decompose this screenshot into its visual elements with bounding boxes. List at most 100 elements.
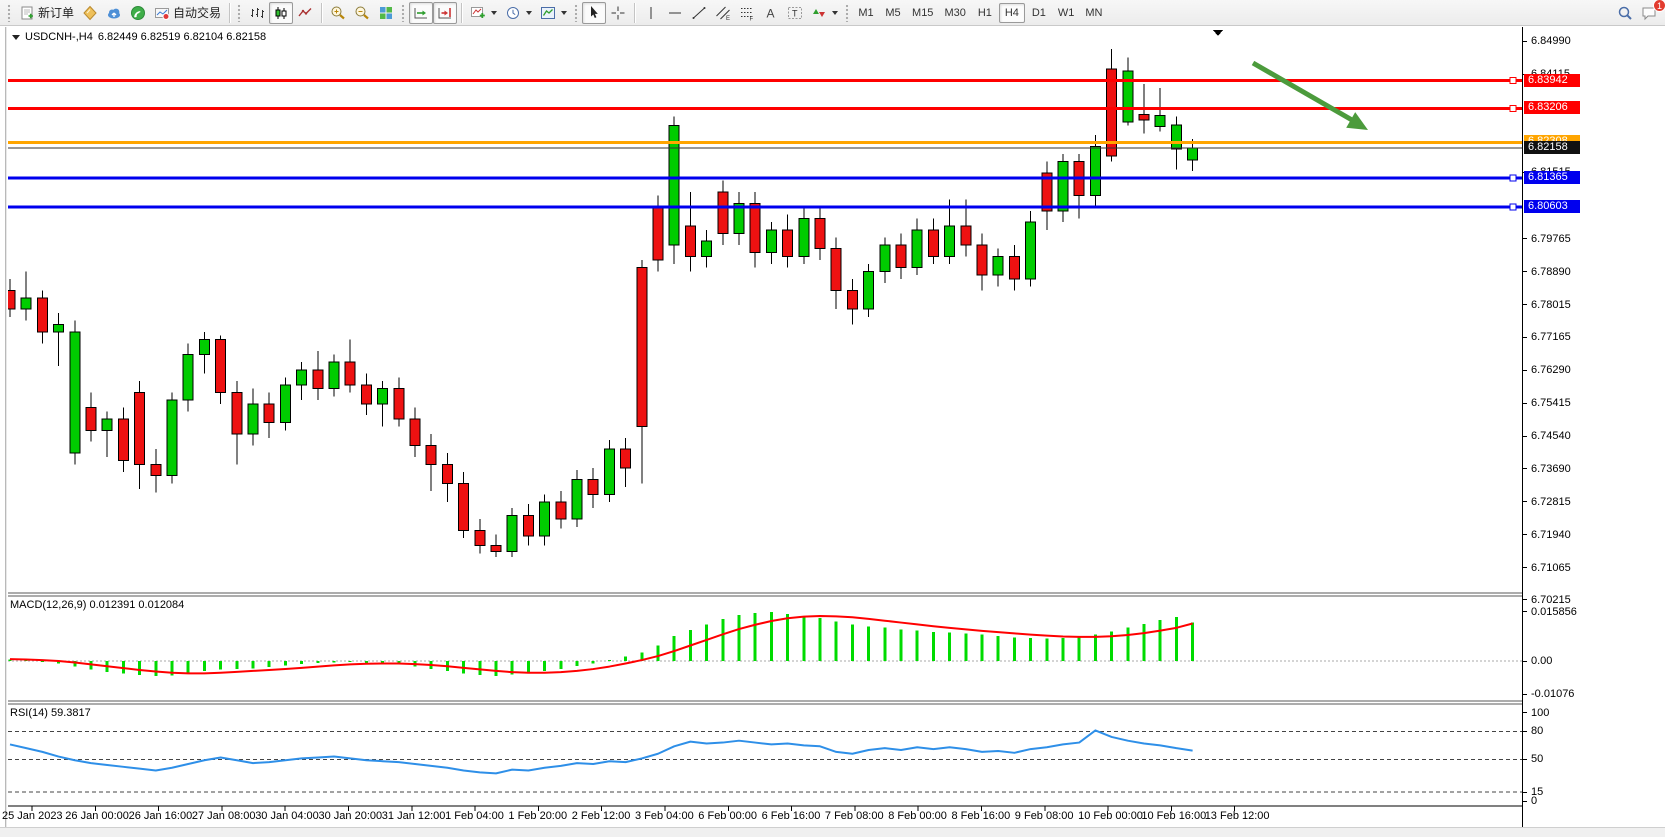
chevron-down-icon [491,10,498,15]
cursor-icon [591,5,598,18]
search-icon [1618,6,1632,20]
chevron-down-icon [526,10,533,15]
timeframe-h1[interactable]: H1 [972,3,998,23]
tile-windows-button[interactable] [374,2,398,24]
axis-tick-mark [1523,791,1527,793]
time-label: 3 Feb 04:00 [635,810,694,822]
trendline-button[interactable] [687,2,711,24]
svg-text:A: A [767,6,775,20]
periods-button[interactable] [501,2,536,24]
vertical-line-button[interactable] [639,2,663,24]
timeframe-d1[interactable]: D1 [1026,3,1052,23]
vertical-line-icon [650,6,652,19]
zoom-in-icon [331,6,345,19]
axis-tick-mark [1523,660,1527,662]
time-label: 10 Feb 00:00 [1078,810,1143,822]
timeframe-group: M1 M5 M15 M30 H1 H4 D1 W1 MN [853,2,1107,23]
price-tick-label: 0.00 [1531,655,1553,667]
rsi-line [9,729,1193,775]
main-chart-canvas[interactable] [8,27,1522,827]
timeframe-m1[interactable]: M1 [853,3,879,23]
horizontal-line[interactable] [8,77,1522,85]
bar-chart-button[interactable] [245,2,269,24]
zoom-out-button[interactable] [350,2,374,24]
chart-shift-marker-icon[interactable] [1213,30,1223,36]
market-button[interactable] [78,2,102,24]
arrows-button[interactable] [807,2,842,24]
search-button[interactable] [1613,2,1637,24]
zoom-in-button[interactable] [326,2,350,24]
text-button[interactable]: A [759,2,783,24]
chat-badge: 1 [1653,0,1665,12]
toolbar-grip[interactable] [574,3,580,22]
price-badge: 6.80603 [1524,199,1580,213]
indicators-button[interactable] [466,2,501,24]
price-badge: 6.83206 [1524,101,1580,115]
label-button[interactable]: T [783,2,807,24]
svg-text:E: E [726,16,730,21]
price-tick-label: 0 [1531,795,1538,807]
indicators-icon [471,6,485,18]
price-tick-label: 6.71940 [1531,528,1571,541]
tile-windows-icon [380,6,393,19]
axis-tick-mark [1523,800,1527,802]
axis-tick-mark [1523,567,1527,569]
fibonacci-button[interactable]: F [735,2,759,24]
auto-scroll-button[interactable] [409,1,434,24]
crosshair-button[interactable] [606,2,630,24]
price-tick-label: -0.01076 [1531,688,1575,701]
time-label: 27 Jan 08:00 [191,810,256,822]
toolbar-separator [461,2,463,23]
timeframe-m5[interactable]: M5 [880,3,906,23]
time-label: 2 Feb 12:00 [571,810,631,822]
timeframe-m30[interactable]: M30 [939,3,970,23]
time-label: 31 Jan 12:00 [381,810,446,822]
timeframe-m15[interactable]: M15 [907,3,938,23]
candlestick-chart-button[interactable] [269,1,294,24]
price-tick-label: 6.75415 [1531,397,1571,410]
trendline-icon [692,6,706,19]
time-label: 30 Jan 20:00 [318,810,383,822]
trend-arrow[interactable] [1251,60,1368,130]
time-label: 1 Feb 04:00 [445,810,504,822]
vps-button[interactable] [102,2,126,24]
horizontal-line[interactable] [8,203,1522,211]
new-order-button[interactable]: 新订单 [15,2,78,24]
templates-button[interactable] [536,2,571,24]
axis-tick-mark [1523,468,1527,470]
price-badge: 6.81365 [1524,171,1580,185]
new-order-label: 新订单 [38,6,75,20]
shift-chart-button[interactable] [433,1,458,24]
timeframe-h4[interactable]: H4 [998,2,1025,23]
price-axis[interactable]: 6.849906.841156.815156.797656.788906.780… [1522,27,1665,827]
timeframe-w1[interactable]: W1 [1053,3,1080,23]
crosshair-icon [611,6,625,19]
timeframe-mn[interactable]: MN [1080,3,1107,23]
channel-button[interactable]: E [711,2,735,24]
toolbar-separator [321,2,323,23]
toolbar: 新订单 [0,0,1665,26]
auto-trading-button[interactable]: 自动交易 [150,2,225,24]
horizontal-line-button[interactable] [663,2,687,24]
toolbar-grip[interactable] [237,3,243,22]
toolbar-grip[interactable] [401,3,407,22]
time-label: 7 Feb 08:00 [824,810,884,822]
toolbar-grip[interactable] [845,3,851,22]
time-axis[interactable]: 25 Jan 2023 26 Jan 00:00 26 Jan 16:00 27 Ja… [0,810,1665,825]
templates-icon [541,6,556,19]
axis-tick-mark [1523,402,1527,404]
macd-signal-line [9,615,1193,675]
chat-button[interactable]: 1 [1637,0,1665,24]
toolbar-grip[interactable] [7,3,12,22]
axis-tick-mark [1523,40,1527,42]
macd-histogram [8,612,1195,676]
line-chart-button[interactable] [293,2,317,24]
signals-button[interactable] [126,2,150,24]
horizontal-line[interactable] [8,104,1522,112]
chart-menu-icon[interactable] [12,34,20,40]
cursor-button[interactable] [582,1,607,24]
horizontal-line[interactable] [8,174,1522,182]
toolbar-separator [634,2,636,23]
auto-scroll-icon [414,7,428,18]
